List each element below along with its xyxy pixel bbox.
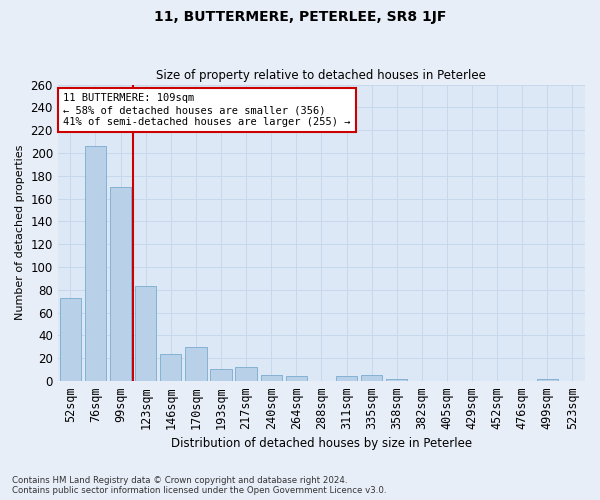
Bar (260, 376, 282, 381)
Y-axis label: Number of detached properties: Number of detached properties (15, 145, 25, 320)
Bar (160, 354, 181, 381)
Title: Size of property relative to detached houses in Peterlee: Size of property relative to detached ho… (157, 69, 487, 82)
Bar (211, 368, 232, 381)
Text: 11 BUTTERMERE: 109sqm
← 58% of detached houses are smaller (356)
41% of semi-det: 11 BUTTERMERE: 109sqm ← 58% of detached … (63, 94, 350, 126)
Bar (135, 286, 157, 381)
Bar (235, 368, 257, 381)
Text: 11, BUTTERMERE, PETERLEE, SR8 1JF: 11, BUTTERMERE, PETERLEE, SR8 1JF (154, 10, 446, 24)
Bar (536, 379, 558, 381)
Bar (386, 379, 407, 381)
Bar (361, 376, 382, 381)
Bar (110, 187, 131, 381)
Bar (336, 376, 357, 381)
Bar (85, 146, 106, 381)
X-axis label: Distribution of detached houses by size in Peterlee: Distribution of detached houses by size … (171, 437, 472, 450)
Bar (185, 347, 206, 381)
Text: Contains HM Land Registry data © Crown copyright and database right 2024.
Contai: Contains HM Land Registry data © Crown c… (12, 476, 386, 495)
Bar (59, 298, 81, 381)
Bar (286, 376, 307, 381)
